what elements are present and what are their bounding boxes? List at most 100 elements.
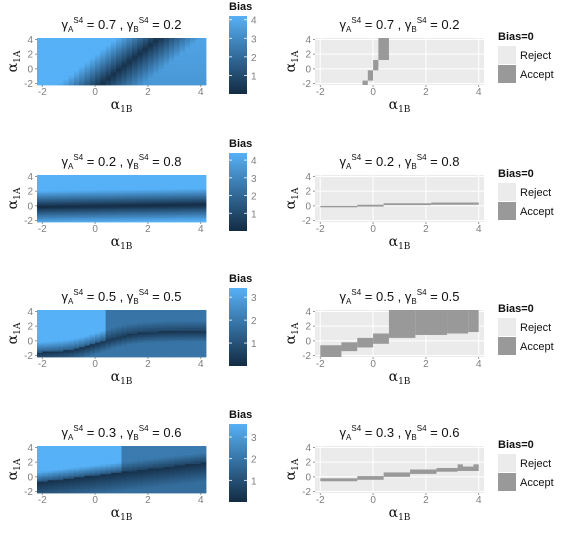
panel-3-tile (158, 195, 165, 198)
panel-7-tile (47, 446, 54, 448)
panel-7-tile (169, 451, 175, 454)
panel-4-accept-cell (383, 203, 432, 206)
panel-1-tile (89, 82, 96, 84)
panel-1-tile (179, 43, 186, 46)
panel-3-tile (200, 207, 207, 210)
panel-3-tile (142, 194, 149, 196)
panel-7-tile (95, 468, 101, 470)
panel-5-tile (37, 351, 43, 353)
panel-3-tile (184, 204, 191, 207)
panel-3-tile (190, 177, 196, 180)
panel-3-tile (37, 189, 43, 192)
panel-7-tile (52, 456, 59, 459)
panel-3-tile (174, 199, 180, 202)
panel-7-tile (195, 481, 202, 484)
panel-1-tile (79, 74, 85, 77)
panel-5-tile (95, 324, 101, 327)
panel-1-tile (179, 67, 186, 70)
panel-7-tile (42, 481, 48, 484)
panel-3-tile (63, 185, 70, 188)
panel-7-tile (163, 470, 170, 473)
panel-5-tile (52, 324, 59, 327)
panel-1-tile (110, 58, 117, 61)
panel-3-tile (47, 180, 54, 183)
panel-1-tile (79, 49, 85, 52)
panel-1-tile (158, 45, 165, 48)
panel-7-tile (190, 457, 196, 460)
panel-3-tile (100, 205, 107, 208)
panel-5-tile (84, 315, 91, 318)
panel-1-tile (163, 40, 170, 43)
panel-1-tile (89, 74, 96, 77)
panel-7-tile (79, 463, 85, 466)
panel-7-tile (132, 478, 138, 481)
panel-1-tile (100, 79, 107, 81)
panel-1-tile (42, 83, 48, 86)
panel-3-tile (73, 213, 80, 216)
panel-3-tile (73, 191, 80, 194)
panel-7-tile (184, 446, 191, 448)
panel-3-tile (68, 199, 75, 202)
panel-5-tile (116, 342, 122, 345)
panel-1-tile (153, 39, 159, 42)
panel-3-tile (42, 189, 48, 192)
panel-5-tile (105, 312, 112, 315)
panel-1-tile (73, 45, 80, 48)
panel-7-tile (126, 473, 133, 476)
panel-3-tile (190, 194, 196, 196)
panel-5-tile (100, 340, 107, 343)
panel-5-tile (95, 332, 101, 334)
panel-7-tile (126, 468, 133, 470)
panel-5-tile (95, 355, 101, 358)
panel-1-tile (132, 80, 138, 83)
panel-1-tile (121, 61, 128, 64)
panel-3-tile (37, 176, 43, 179)
panel-7-tile (195, 491, 202, 494)
panel-7-colorbar-label: 2 (251, 455, 257, 466)
panel-3-tile (116, 202, 122, 205)
panel-7-tile (105, 460, 112, 463)
panel-7-tile (84, 459, 91, 462)
panel-3-tile (121, 186, 128, 189)
panel-5-tile (153, 314, 159, 317)
panel-3-tile (174, 177, 180, 180)
panel-5-tile (63, 345, 70, 348)
panel-8-legend-reject-label: Reject (520, 458, 551, 470)
panel-1-tile (163, 38, 170, 40)
panel-1-tile (42, 39, 48, 42)
panel-5-tile (142, 336, 149, 339)
panel-5-tile (95, 333, 101, 336)
panel-3-tile (37, 217, 43, 220)
panel-7-tile (116, 451, 122, 454)
panel-3-tile (190, 188, 196, 191)
panel-7-tile (105, 485, 112, 488)
panel-1-tile (174, 38, 180, 40)
panel-1-tile (84, 58, 91, 61)
panel-5-tile (190, 329, 196, 331)
panel-1-tile (100, 74, 107, 77)
panel-7-tile (158, 460, 165, 463)
panel-7-tile (42, 459, 48, 462)
panel-3-tile (142, 204, 149, 207)
panel-1-tile (184, 64, 191, 67)
panel-7-tile (121, 472, 128, 475)
panel-7-tile (121, 454, 128, 457)
panel-1-tile (52, 79, 59, 81)
panel-7-tile (73, 473, 80, 476)
panel-5-tile (37, 310, 43, 312)
panel-3-tile (116, 183, 122, 186)
panel-5-tile (89, 326, 96, 329)
panel-1-tile (84, 67, 91, 70)
panel-7-tile (158, 453, 165, 456)
panel-3-tile (190, 201, 196, 204)
panel-1-tile (95, 38, 101, 40)
panel-3-tile (105, 211, 112, 214)
panel-5-tile (195, 324, 202, 327)
panel-7-tile (116, 446, 122, 448)
panel-5-tile (132, 326, 138, 329)
panel-5-tile (132, 329, 138, 331)
panel-1-tile (174, 55, 180, 58)
panel-3-tile (121, 182, 128, 185)
panel-5-tile (37, 329, 43, 331)
panel-7-tile (79, 475, 85, 478)
